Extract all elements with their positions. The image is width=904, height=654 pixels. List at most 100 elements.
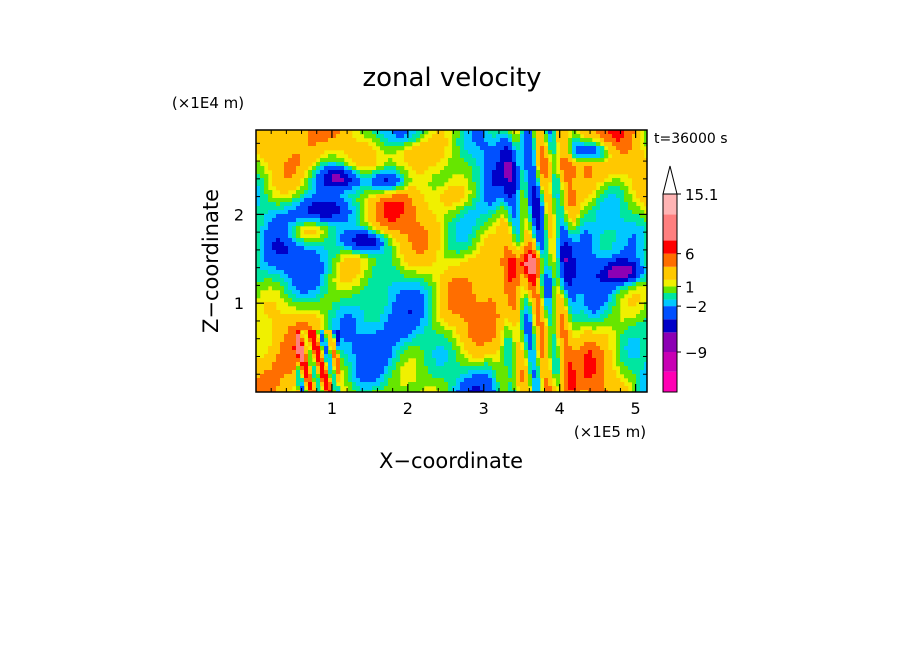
field-cell — [480, 194, 485, 199]
field-cell — [460, 162, 465, 167]
field-cell — [640, 234, 645, 239]
field-cell — [408, 218, 413, 223]
field-cell — [300, 262, 305, 267]
field-cell — [332, 238, 337, 243]
field-cell — [508, 358, 513, 363]
field-cell — [608, 130, 613, 135]
field-cell — [584, 254, 589, 259]
field-cell — [428, 226, 433, 231]
field-cell — [592, 166, 597, 171]
field-cell — [504, 238, 509, 243]
field-cell — [572, 298, 577, 303]
field-cell — [408, 290, 413, 295]
field-cell — [584, 226, 589, 231]
field-cell — [620, 166, 625, 171]
field-cell — [352, 306, 357, 311]
field-cell — [336, 302, 341, 307]
field-cell — [468, 234, 473, 239]
field-cell — [260, 198, 265, 203]
field-cell — [596, 306, 601, 311]
field-cell — [508, 190, 513, 195]
field-cell — [344, 262, 349, 267]
field-cell — [260, 174, 265, 179]
field-cell — [368, 338, 373, 343]
field-cell — [412, 354, 417, 359]
field-cell — [500, 242, 505, 247]
field-cell — [388, 198, 393, 203]
field-cell — [424, 286, 429, 291]
field-cell — [432, 286, 437, 291]
field-cell — [344, 210, 349, 215]
field-cell — [644, 274, 647, 279]
field-cell — [444, 138, 449, 143]
field-cell — [264, 138, 269, 143]
field-cell — [612, 242, 617, 247]
field-cell — [548, 338, 553, 343]
field-cell — [628, 250, 633, 255]
field-cell — [468, 222, 473, 227]
field-cell — [576, 262, 581, 267]
field-cell — [420, 238, 425, 243]
field-cell — [644, 346, 647, 351]
field-cell — [424, 310, 429, 315]
field-cell — [488, 138, 493, 143]
field-cell — [336, 310, 341, 315]
field-cell — [312, 238, 317, 243]
field-cell — [440, 278, 445, 283]
field-cell — [300, 166, 305, 171]
field-cell — [464, 290, 469, 295]
field-cell — [332, 154, 337, 159]
field-cell — [268, 238, 273, 243]
field-cell — [456, 166, 461, 171]
field-cell — [356, 298, 361, 303]
field-cell — [528, 330, 533, 335]
field-cell — [596, 246, 601, 251]
field-cell — [524, 190, 529, 195]
field-cell — [308, 158, 313, 163]
field-cell — [408, 230, 413, 235]
field-cell — [356, 178, 361, 183]
field-cell — [412, 234, 417, 239]
field-cell — [604, 290, 609, 295]
field-cell — [440, 178, 445, 183]
field-cell — [324, 158, 329, 163]
field-cell — [372, 346, 377, 351]
field-cell — [612, 214, 617, 219]
field-cell — [328, 170, 333, 175]
field-cell — [380, 294, 385, 299]
field-cell — [528, 142, 533, 147]
field-cell — [392, 358, 397, 363]
field-cell — [304, 298, 309, 303]
field-cell — [488, 330, 493, 335]
field-cell — [388, 310, 393, 315]
field-cell — [528, 258, 533, 263]
field-cell — [300, 170, 305, 175]
field-cell — [516, 290, 521, 295]
field-cell — [416, 194, 421, 199]
field-cell — [472, 138, 477, 143]
field-cell — [416, 302, 421, 307]
field-cell — [280, 278, 285, 283]
field-cell — [280, 290, 285, 295]
field-cell — [492, 146, 497, 151]
field-cell — [628, 358, 633, 363]
field-cell — [504, 222, 509, 227]
field-cell — [604, 230, 609, 235]
field-cell — [580, 230, 585, 235]
field-cell — [296, 318, 301, 323]
field-cell — [264, 282, 269, 287]
field-cell — [472, 198, 477, 203]
field-cell — [524, 242, 529, 247]
field-cell — [616, 294, 621, 299]
field-cell — [628, 338, 633, 343]
field-cell — [560, 214, 565, 219]
field-cell — [424, 158, 429, 163]
field-cell — [276, 326, 281, 331]
field-cell — [464, 146, 469, 151]
field-cell — [444, 358, 449, 363]
field-cell — [384, 250, 389, 255]
field-cell — [564, 358, 569, 363]
field-cell — [452, 290, 457, 295]
field-cell — [528, 194, 533, 199]
field-cell — [452, 350, 457, 355]
